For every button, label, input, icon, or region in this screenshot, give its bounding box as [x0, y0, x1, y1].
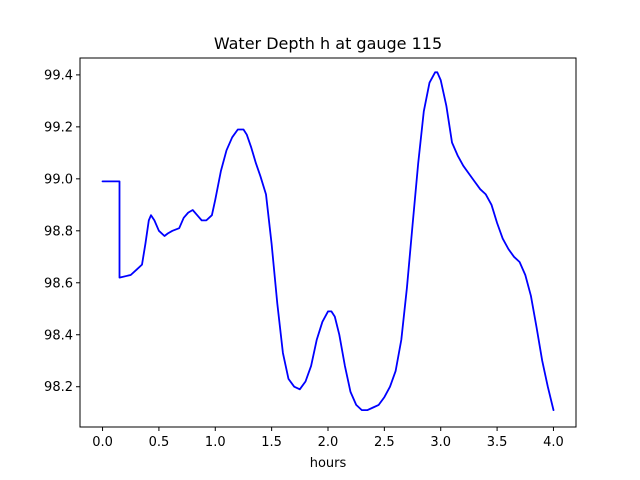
x-tick-label: 0.0 — [92, 435, 113, 450]
x-tick-label: 2.0 — [318, 435, 339, 450]
series-layer — [101, 71, 555, 412]
chart-title: Water Depth h at gauge 115 — [214, 34, 442, 53]
y-tick-label: 98.8 — [44, 224, 73, 239]
x-tick-label: 4.0 — [543, 435, 564, 450]
plot-frame — [79, 57, 577, 428]
x-tick-label: 0.5 — [149, 435, 170, 450]
y-tick-label: 99.2 — [44, 120, 73, 135]
series-line — [101, 71, 555, 412]
x-tick-label: 3.0 — [430, 435, 451, 450]
x-axis: 0.0 0.5 1.0 1.5 2.0 2.5 3.0 3.5 4.0 — [92, 427, 564, 450]
y-tick-label: 99.0 — [44, 172, 73, 187]
x-tick-label: 3.5 — [487, 435, 508, 450]
x-tick-label: 2.5 — [374, 435, 395, 450]
y-tick-label: 98.6 — [44, 276, 73, 291]
y-tick-label: 98.2 — [44, 380, 73, 395]
y-axis: 98.2 98.4 98.6 98.8 99.0 99.2 99.4 — [44, 68, 80, 395]
x-tick-label: 1.5 — [261, 435, 282, 450]
x-axis-label: hours — [310, 456, 347, 471]
y-tick-label: 98.4 — [44, 328, 73, 343]
y-tick-label: 99.4 — [44, 68, 73, 83]
x-tick-label: 1.0 — [205, 435, 226, 450]
